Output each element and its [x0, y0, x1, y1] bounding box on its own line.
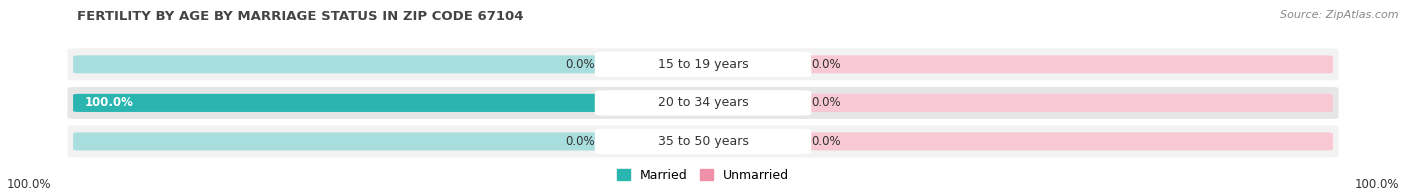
- Text: 100.0%: 100.0%: [84, 96, 134, 109]
- FancyBboxPatch shape: [67, 125, 1339, 157]
- Text: 0.0%: 0.0%: [811, 135, 841, 148]
- FancyBboxPatch shape: [67, 48, 1339, 80]
- FancyBboxPatch shape: [73, 94, 610, 112]
- Text: FERTILITY BY AGE BY MARRIAGE STATUS IN ZIP CODE 67104: FERTILITY BY AGE BY MARRIAGE STATUS IN Z…: [77, 10, 524, 23]
- FancyBboxPatch shape: [595, 129, 811, 154]
- FancyBboxPatch shape: [67, 87, 1339, 119]
- Text: 0.0%: 0.0%: [811, 96, 841, 109]
- FancyBboxPatch shape: [595, 90, 811, 116]
- Text: 20 to 34 years: 20 to 34 years: [658, 96, 748, 109]
- FancyBboxPatch shape: [796, 132, 1333, 151]
- Legend: Married, Unmarried: Married, Unmarried: [617, 169, 789, 182]
- FancyBboxPatch shape: [73, 55, 610, 73]
- Text: 0.0%: 0.0%: [565, 135, 595, 148]
- Text: 0.0%: 0.0%: [565, 58, 595, 71]
- FancyBboxPatch shape: [796, 94, 1333, 112]
- FancyBboxPatch shape: [73, 94, 610, 112]
- FancyBboxPatch shape: [595, 52, 811, 77]
- Text: 100.0%: 100.0%: [1354, 178, 1399, 191]
- Text: 15 to 19 years: 15 to 19 years: [658, 58, 748, 71]
- Text: 100.0%: 100.0%: [7, 178, 52, 191]
- FancyBboxPatch shape: [796, 55, 1333, 73]
- Text: 35 to 50 years: 35 to 50 years: [658, 135, 748, 148]
- Text: Source: ZipAtlas.com: Source: ZipAtlas.com: [1281, 10, 1399, 20]
- FancyBboxPatch shape: [73, 132, 610, 151]
- Text: 0.0%: 0.0%: [811, 58, 841, 71]
